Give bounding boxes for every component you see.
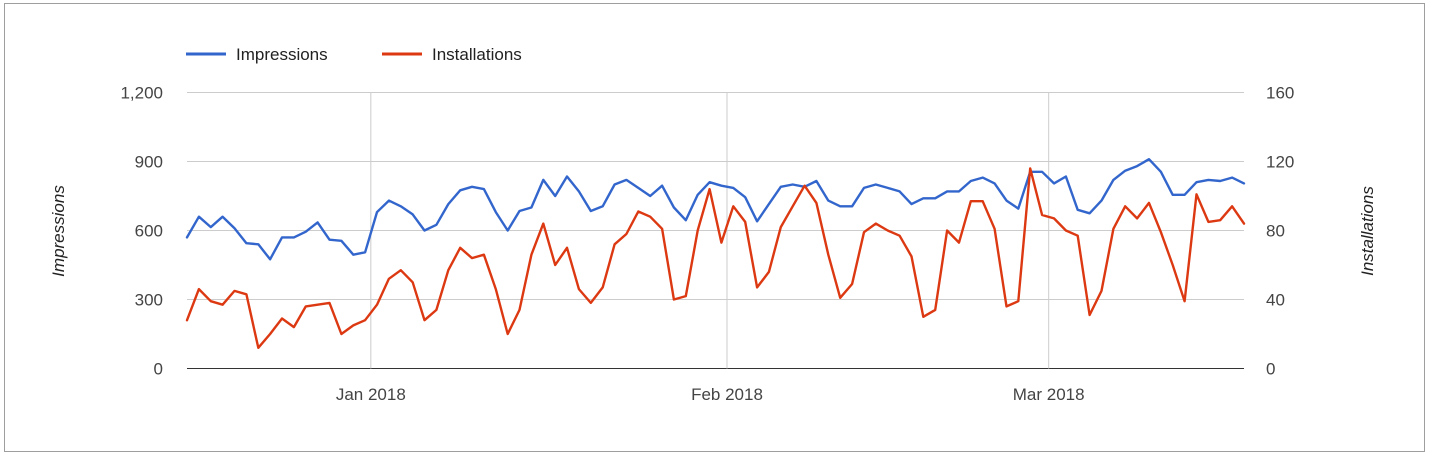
right-tick-label: 0 [1266,360,1275,379]
right-tick-label: 80 [1266,222,1285,241]
right-tick-label: 120 [1266,153,1294,172]
right-tick-label: 40 [1266,291,1285,310]
left-axis-title: Impressions [49,185,68,277]
left-axis-ticks: 0 300 600 900 1,200 [120,84,163,379]
right-axis-title: Installations [1358,186,1377,276]
x-tick-label: Mar 2018 [1013,385,1085,404]
series-line-installations[interactable] [185,167,1246,349]
legend-item-installations[interactable]: Installations [382,45,522,64]
left-tick-label: 300 [135,291,163,310]
right-tick-label: 160 [1266,84,1294,103]
left-tick-label: 0 [154,360,163,379]
x-tick-label: Jan 2018 [336,385,406,404]
chart-frame [4,3,1425,452]
legend-label-installations: Installations [432,45,522,64]
legend[interactable]: Impressions Installations [186,45,522,64]
legend-item-impressions[interactable]: Impressions [186,45,328,64]
left-tick-label: 600 [135,222,163,241]
x-axis-ticks: Jan 2018 Feb 2018 Mar 2018 [336,385,1085,404]
x-tick-label: Feb 2018 [691,385,763,404]
legend-label-impressions: Impressions [236,45,328,64]
series-line-impressions[interactable] [185,157,1246,261]
right-axis-ticks: 0 40 80 120 160 [1266,84,1294,379]
series-lines [185,157,1246,349]
left-tick-label: 1,200 [120,84,163,103]
left-tick-label: 900 [135,153,163,172]
gridlines [187,92,1244,369]
